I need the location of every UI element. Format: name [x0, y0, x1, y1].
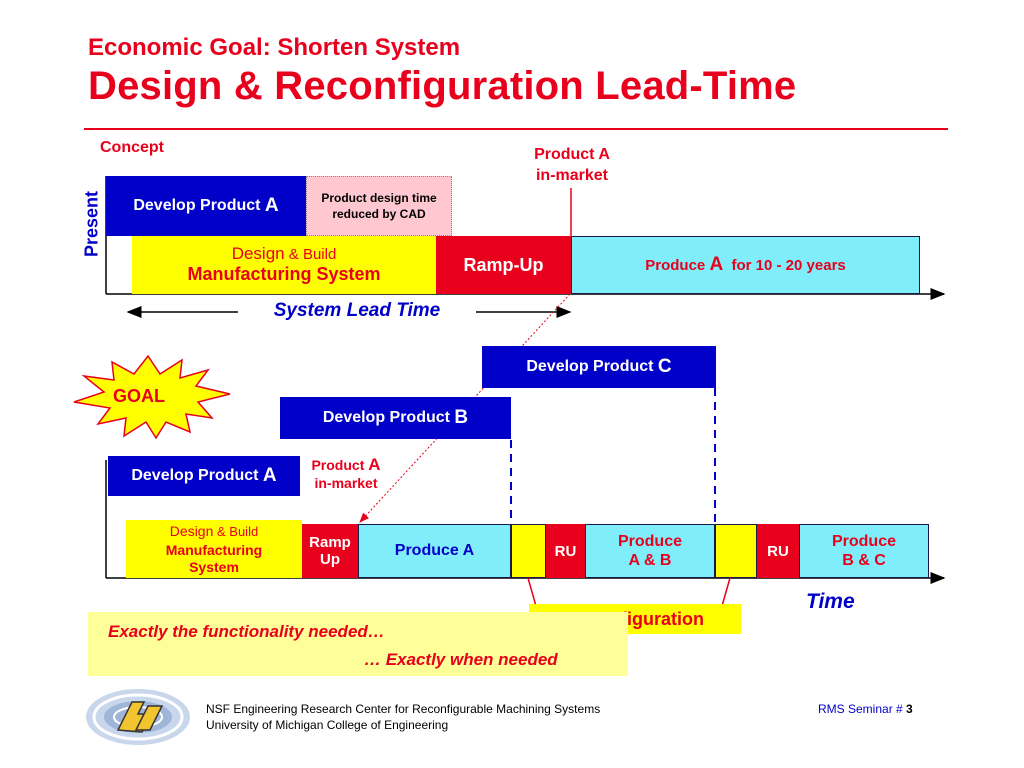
time-label: Time: [806, 590, 855, 613]
produce-ab-line1: Produce: [617, 532, 682, 550]
seminar-label: RMS Seminar #: [818, 702, 907, 716]
present-inmarket-label: Product A in-market: [500, 145, 644, 187]
footer-org: NSF Engineering Research Center for Reco…: [206, 702, 600, 733]
reconfig-slot-1: [511, 524, 546, 578]
present-develop-a-text: Develop Product: [133, 197, 265, 214]
produce-ab-line2: A & B: [628, 552, 672, 569]
footer-org-line2: University of Michigan College of Engine…: [206, 717, 449, 732]
present-produce-letter: A: [709, 254, 724, 275]
footer-org-line1: NSF Engineering Research Center for Reco…: [206, 702, 601, 716]
title-divider: [84, 128, 948, 130]
goal-develop-a: Develop Product A: [108, 456, 300, 496]
slide-title: Design & Reconfiguration Lead-Time: [88, 64, 797, 108]
tagline-box: Exactly the functionality needed… … Exac…: [88, 612, 628, 676]
goal-produce-bc: Produce B & C: [799, 524, 929, 578]
seminar-number: 3: [906, 702, 913, 716]
present-design-build: Design & Build Manufacturing System: [132, 236, 436, 294]
develop-a-text: Develop Product: [131, 467, 263, 484]
reconfig-slot-2: [715, 524, 757, 578]
present-develop-a-letter: A: [264, 195, 279, 216]
goal-ru-2: RU: [757, 524, 799, 578]
develop-c-letter: C: [657, 356, 672, 377]
footer-seminar: RMS Seminar # 3: [818, 702, 913, 716]
develop-c-text: Develop Product: [526, 358, 658, 375]
goal-design-line2: Manufacturing: [165, 541, 263, 558]
goal-starburst: [73, 354, 231, 440]
system-lead-time-label: System Lead Time: [273, 300, 441, 321]
tagline-line2: … Exactly when needed: [364, 650, 558, 669]
goal-ramp-line2: Up: [320, 551, 340, 568]
tagline-line1: Exactly the functionality needed…: [108, 622, 385, 641]
cad-note: Product design time reduced by CAD: [306, 176, 452, 236]
goal-develop-c: Develop Product C: [482, 346, 716, 388]
present-inmarket-line2: in-market: [535, 166, 609, 184]
goal-inmarket-line1: Product A: [311, 455, 381, 474]
develop-b-letter: B: [454, 407, 469, 428]
present-design-line1: Design & Build: [231, 244, 337, 263]
goal-rampup: Ramp Up: [302, 524, 358, 578]
goal-design-line1: Design & Build: [169, 523, 259, 540]
slide-subtitle: Economic Goal: Shorten System: [88, 34, 461, 61]
develop-b-text: Develop Product: [322, 409, 455, 426]
goal-inmarket-line2: in-market: [314, 475, 378, 492]
produce-bc-line2: B & C: [842, 552, 886, 569]
present-develop-a: Develop Product A: [106, 176, 306, 236]
produce-bc-line1: Produce: [831, 532, 896, 550]
present-produce-a: Produce A for 10 - 20 years: [571, 236, 920, 294]
goal-develop-b: Develop Product B: [280, 397, 511, 439]
present-produce-text: Produce: [645, 256, 710, 274]
present-inmarket-line1: Product A: [534, 146, 610, 163]
present-produce-duration: for 10 - 20 years: [723, 256, 846, 274]
goal-inmarket-label: Product A in-market: [300, 454, 392, 493]
university-logo: [86, 689, 190, 745]
goal-produce-a: Produce A: [358, 524, 511, 578]
concept-label: Concept: [100, 139, 164, 156]
goal-ramp-line1: Ramp: [309, 533, 351, 551]
goal-ru-1: RU: [546, 524, 585, 578]
present-side-label: Present: [81, 190, 102, 258]
goal-produce-ab: Produce A & B: [585, 524, 715, 578]
present-design-line2: Manufacturing System: [187, 264, 381, 285]
present-rampup: Ramp-Up: [436, 236, 571, 294]
goal-design-line3: System: [189, 558, 239, 575]
develop-a-letter: A: [262, 465, 277, 486]
goal-label: GOAL: [113, 386, 165, 406]
goal-design-build: Design & Build Manufacturing System: [126, 520, 302, 578]
